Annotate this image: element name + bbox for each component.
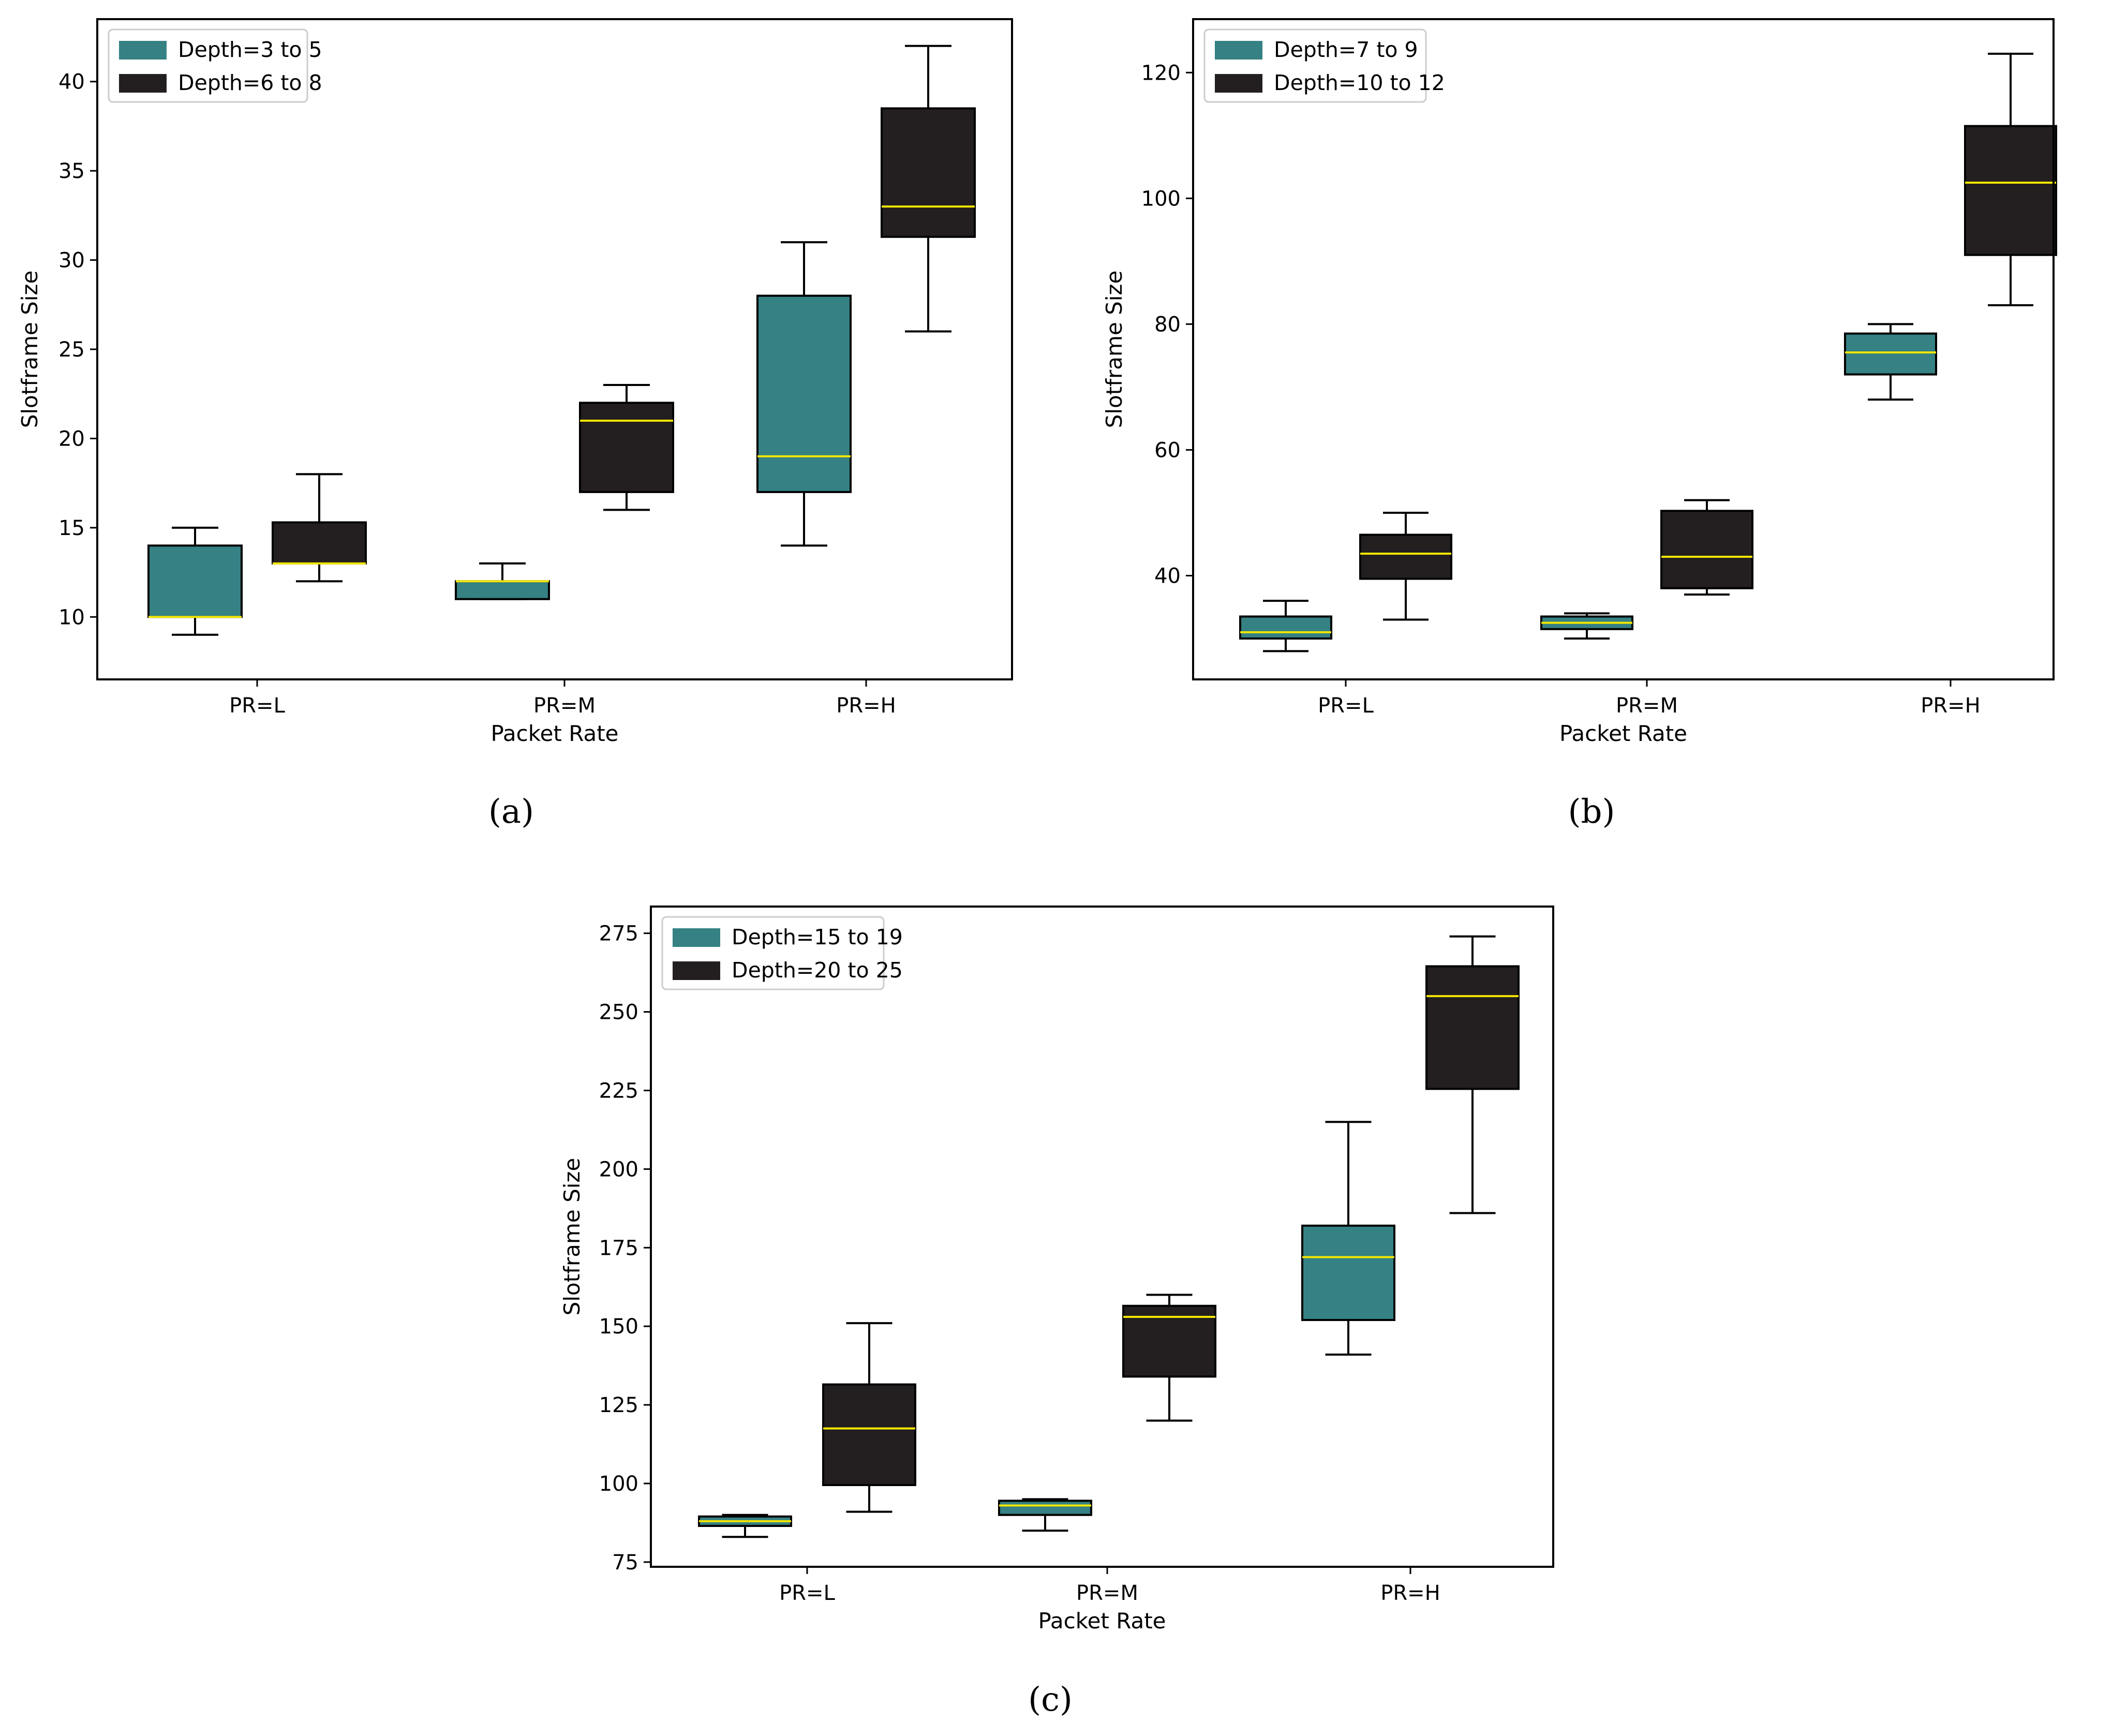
panel-label: (a) — [488, 793, 534, 831]
panel-label: (c) — [1028, 1681, 1073, 1719]
box-teal — [1844, 332, 1937, 376]
y-tick-label: 100 — [1141, 187, 1181, 211]
y-tick-label: 225 — [599, 1079, 638, 1103]
plot-frame — [1192, 18, 2055, 680]
legend-swatch-teal — [673, 928, 720, 947]
plot-frame — [650, 906, 1554, 1568]
y-tick-label: 250 — [599, 1001, 638, 1025]
x-tick-label: PR=M — [1076, 1581, 1138, 1605]
y-tick-label: 20 — [58, 427, 85, 451]
y-tick-label: 40 — [1154, 564, 1181, 588]
legend-label: Depth=20 to 25 — [732, 958, 903, 983]
y-tick-label: 15 — [58, 516, 85, 540]
x-tick-label: PR=M — [1616, 694, 1678, 718]
y-tick-label: 75 — [612, 1551, 638, 1575]
y-tick-label: 150 — [599, 1315, 638, 1339]
box-dark — [1425, 965, 1520, 1090]
y-axis-title: Slotframe Size — [17, 271, 42, 428]
y-tick-label: 125 — [599, 1393, 638, 1417]
legend-label: Depth=6 to 8 — [178, 70, 322, 95]
x-tick-label: PR=L — [229, 694, 285, 718]
y-tick-label: 40 — [58, 70, 85, 94]
legend-label: Depth=3 to 5 — [178, 37, 322, 62]
y-tick-label: 35 — [58, 159, 85, 183]
chart-panel-2: 40 60 80 100 120 PR=L PR=M PR=H Depth=7 to 9 Dept… — [1102, 18, 2057, 831]
y-tick-label: 275 — [599, 922, 638, 946]
x-tick-label: PR=H — [836, 694, 896, 718]
box-dark — [272, 521, 367, 565]
y-axis-title: Slotframe Size — [1102, 271, 1127, 428]
x-tick-label: PR=M — [533, 694, 596, 718]
panel-label: (b) — [1568, 793, 1615, 831]
x-tick-label: PR=H — [1921, 694, 1981, 718]
x-tick-label: PR=H — [1380, 1581, 1440, 1605]
legend-swatch-dark — [673, 961, 720, 980]
box-dark — [881, 107, 976, 238]
x-axis-title: Packet Rate — [1559, 721, 1687, 746]
box-dark — [1660, 510, 1753, 589]
y-tick-label: 60 — [1154, 438, 1181, 462]
legend-swatch-dark — [119, 74, 167, 93]
legend-swatch-teal — [119, 41, 167, 60]
y-tick-label: 175 — [599, 1236, 638, 1260]
box-teal — [147, 544, 243, 618]
y-tick-label: 10 — [58, 605, 85, 629]
chart-panel-3: 75 100 125 150 175 200 225 250 275 PR=L PR=M PR=H De… — [559, 906, 1554, 1719]
y-tick-label: 80 — [1154, 313, 1181, 336]
box-dark — [579, 402, 674, 493]
box-dark — [822, 1383, 916, 1487]
box-teal — [998, 1500, 1092, 1516]
box-teal — [455, 580, 550, 600]
legend-swatch-dark — [1215, 74, 1262, 93]
x-axis-title: Packet Rate — [1038, 1608, 1166, 1634]
x-tick-label: PR=L — [1318, 694, 1374, 718]
chart-panel-1: 10 15 20 25 30 35 40 PR=L PR=M PR=H Depth=3 to 5 De… — [17, 18, 1013, 831]
box-teal — [756, 294, 852, 493]
y-tick-label: 30 — [58, 249, 85, 273]
x-tick-label: PR=L — [779, 1581, 835, 1605]
y-tick-label: 100 — [599, 1472, 638, 1496]
x-axis-title: Packet Rate — [490, 721, 618, 746]
legend-label: Depth=7 to 9 — [1274, 37, 1418, 62]
y-tick-label: 120 — [1141, 61, 1181, 85]
legend-swatch-teal — [1215, 41, 1262, 60]
box-dark — [1359, 533, 1452, 580]
box-teal — [1239, 615, 1332, 640]
plot-frame — [96, 18, 1013, 680]
legend-label: Depth=10 to 12 — [1274, 70, 1445, 95]
y-tick-label: 25 — [58, 338, 85, 362]
legend-label: Depth=15 to 19 — [732, 925, 903, 949]
y-axis-title: Slotframe Size — [559, 1158, 585, 1316]
box-teal — [1301, 1224, 1395, 1322]
y-tick-label: 200 — [599, 1158, 638, 1181]
box-dark — [1964, 125, 2057, 256]
